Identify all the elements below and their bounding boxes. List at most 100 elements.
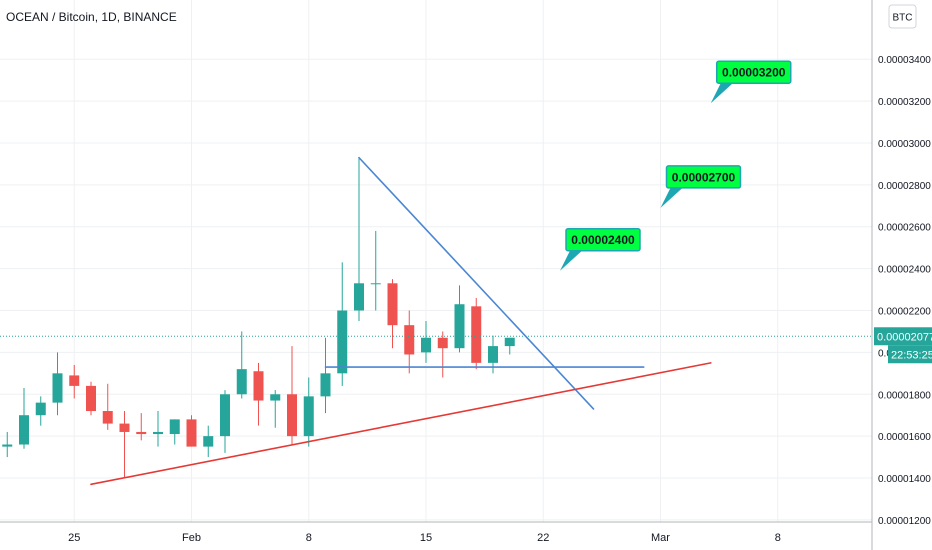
candle-body: [203, 436, 214, 447]
price-tick-label: 0.00002600: [878, 223, 931, 234]
candle-body: [488, 346, 498, 363]
candle-body: [169, 419, 180, 435]
candle[interactable]: [169, 419, 180, 445]
candle[interactable]: [19, 387, 29, 449]
candle[interactable]: [370, 230, 381, 311]
grid-layer: [0, 0, 872, 522]
candle[interactable]: [354, 157, 364, 321]
callout-label: 0.00002700: [672, 170, 736, 184]
candle-body: [370, 283, 381, 285]
candles-layer: [2, 157, 515, 479]
price-tick-label: 0.00001600: [878, 432, 931, 443]
candle-body: [404, 325, 415, 355]
time-tick-label: 15: [420, 532, 432, 544]
candle-body: [69, 375, 80, 386]
price-tick-label: 0.00001400: [878, 474, 931, 485]
candle[interactable]: [236, 331, 247, 399]
price-target-callout[interactable]: 0.00002400: [560, 227, 641, 271]
countdown-badge: 22:53:25: [888, 345, 932, 364]
last-price-value: 0.00002077: [877, 331, 932, 343]
candle-body: [52, 373, 63, 403]
candle-body: [236, 369, 247, 395]
time-tick-label: 22: [537, 532, 549, 544]
candle-body: [19, 415, 29, 445]
candle[interactable]: [35, 396, 46, 426]
candle[interactable]: [471, 297, 482, 370]
candle[interactable]: [421, 320, 431, 363]
candle-body: [437, 337, 448, 349]
candle-body: [153, 431, 163, 435]
currency-button[interactable]: BTC: [888, 4, 917, 29]
candle-body: [320, 373, 331, 397]
callout-pointer: [710, 83, 733, 104]
trendline-rising-support[interactable]: [90, 362, 712, 486]
callout-pointer: [660, 187, 683, 208]
candle-body: [354, 283, 364, 311]
candle-body: [119, 423, 130, 432]
candle[interactable]: [287, 346, 297, 445]
callout-label: 0.00002400: [571, 233, 635, 247]
candle[interactable]: [253, 362, 264, 426]
price-tick-label: 0.00001800: [878, 390, 931, 401]
candle-body: [504, 337, 515, 347]
candle-body: [102, 411, 113, 424]
chart-title: OCEAN / Bitcoin, 1D, BINANCE: [6, 10, 177, 24]
price-tick-label: 0.00001200: [878, 516, 931, 527]
candle[interactable]: [437, 331, 448, 378]
candle-body: [2, 444, 13, 447]
price-target-callout[interactable]: 0.00003200: [710, 60, 792, 104]
candle[interactable]: [454, 285, 465, 353]
candle[interactable]: [404, 310, 415, 374]
price-tick-label: 0.00003000: [878, 139, 931, 150]
candle[interactable]: [220, 390, 230, 453]
callout-box: [665, 165, 742, 189]
candle[interactable]: [504, 337, 515, 355]
candle[interactable]: [387, 279, 398, 349]
trendlines-layer: [0, 156, 872, 486]
time-tick-label: 8: [306, 532, 312, 544]
candle-body: [136, 431, 147, 435]
candle[interactable]: [186, 415, 197, 447]
price-target-callout[interactable]: 0.00002700: [660, 165, 742, 208]
countdown-badge-bg: [888, 345, 932, 364]
price-tick-label: 0.00002400: [878, 265, 931, 276]
candle[interactable]: [136, 413, 147, 441]
candle[interactable]: [69, 364, 80, 399]
candle-body: [253, 371, 264, 401]
candle-body: [387, 283, 398, 326]
candle-body: [220, 394, 230, 437]
candle-body: [471, 306, 482, 363]
candle[interactable]: [270, 390, 281, 428]
targets-layer: 0.00002400 0.00002700 0.00003200: [560, 60, 792, 271]
candle[interactable]: [153, 411, 163, 447]
candle[interactable]: [52, 352, 63, 416]
candle-body: [287, 394, 297, 437]
candle[interactable]: [102, 383, 113, 430]
time-tick-label: Feb: [182, 532, 201, 544]
candle-body: [270, 394, 281, 401]
candle-body: [337, 310, 348, 374]
candle[interactable]: [337, 262, 348, 386]
time-tick-label: 8: [775, 532, 781, 544]
price-tick-label: 0.00003400: [878, 55, 931, 66]
time-tick-label: Mar: [651, 532, 670, 544]
callout-box: [716, 60, 792, 84]
candle[interactable]: [303, 377, 314, 447]
last-price-badge: 0.00002077: [874, 327, 932, 346]
candle[interactable]: [86, 381, 96, 416]
callout-label: 0.00003200: [722, 66, 786, 80]
candle[interactable]: [2, 431, 13, 458]
candle[interactable]: [203, 425, 214, 458]
countdown-value: 22:53:25: [891, 349, 932, 361]
candle[interactable]: [119, 411, 130, 479]
last-price-badge-bg: [874, 327, 932, 346]
time-tick-label: 25: [68, 532, 80, 544]
price-tick-label: 0.00003200: [878, 97, 931, 108]
candle[interactable]: [320, 337, 331, 414]
callout-box: [565, 227, 641, 252]
candle-body: [35, 402, 46, 416]
price-tick-label: 0.00002200: [878, 307, 931, 318]
